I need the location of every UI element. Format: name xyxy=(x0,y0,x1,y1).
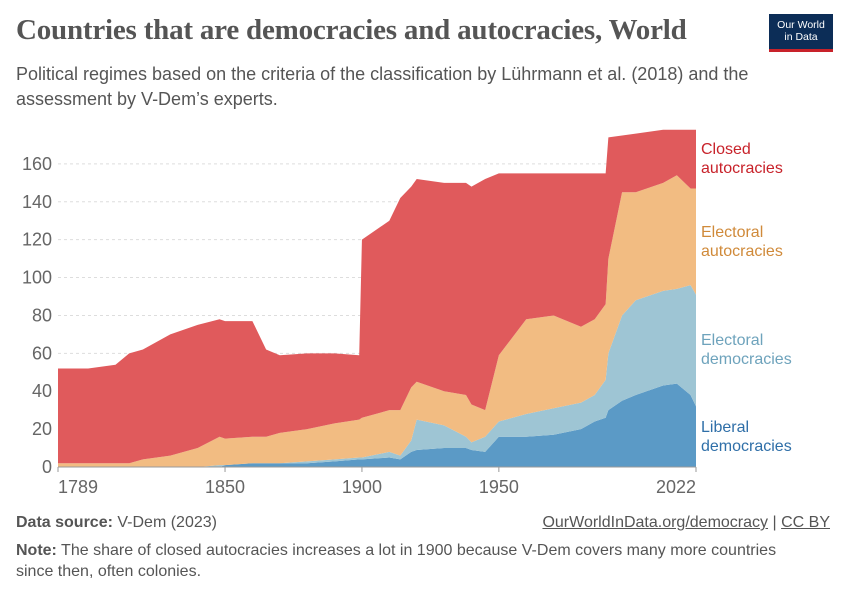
y-tick-label: 140 xyxy=(22,192,52,212)
logo[interactable]: Our World in Data xyxy=(769,14,833,52)
note-text: The share of closed autocracies increase… xyxy=(16,542,777,580)
area xyxy=(58,383,696,467)
area xyxy=(58,175,696,467)
series-label: Electoral autocracies xyxy=(701,223,783,260)
series-label: Electoral democracies xyxy=(701,332,792,369)
separator: | xyxy=(772,514,777,531)
series-label: Liberal democracies xyxy=(701,418,792,455)
links: OurWorldInData.org/democracy | CC BY xyxy=(542,514,830,532)
y-tick-label: 0 xyxy=(42,457,52,477)
y-tick-label: 100 xyxy=(22,268,52,288)
x-tick-label: 1950 xyxy=(479,477,519,497)
y-tick-label: 160 xyxy=(22,154,52,174)
series-label: Closed autocracies xyxy=(701,141,783,178)
source-text: V-Dem (2023) xyxy=(117,514,217,531)
area xyxy=(58,285,696,467)
chart-title: Countries that are democracies and autoc… xyxy=(16,14,687,46)
note-label: Note: xyxy=(16,542,57,559)
chart-subtitle: Political regimes based on the criteria … xyxy=(16,64,749,109)
note: Note: The share of closed autocracies in… xyxy=(16,540,816,582)
x-tick-label: 1789 xyxy=(58,477,98,497)
license[interactable]: CC BY xyxy=(781,514,830,531)
y-tick-label: 20 xyxy=(32,419,52,439)
x-tick-label: 2022 xyxy=(656,477,696,497)
x-tick-label: 1850 xyxy=(205,477,245,497)
url[interactable]: OurWorldInData.org/democracy xyxy=(542,514,769,531)
y-tick-label: 120 xyxy=(22,230,52,250)
x-tick-label: 1900 xyxy=(342,477,382,497)
source-label: Data source: xyxy=(16,514,113,531)
y-tick-label: 40 xyxy=(32,381,52,401)
y-tick-label: 80 xyxy=(32,305,52,325)
source: Data source: V-Dem (2023) xyxy=(16,514,217,532)
area xyxy=(58,129,696,464)
y-tick-label: 60 xyxy=(32,343,52,363)
